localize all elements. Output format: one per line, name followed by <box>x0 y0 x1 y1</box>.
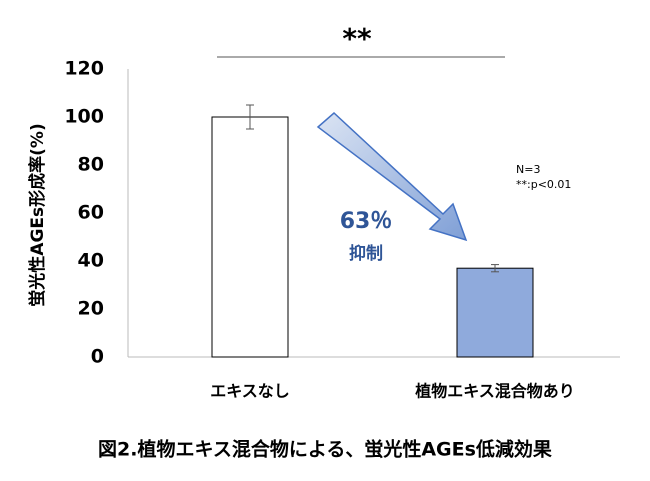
y-tick-label: 0 <box>91 346 104 368</box>
y-axis-label: 蛍光性AGEs形成率(%) <box>27 123 48 306</box>
y-tick-label: 100 <box>64 106 104 128</box>
x-tick-label: 植物エキス混合物あり <box>414 382 575 401</box>
y-tick-label: 80 <box>78 154 104 176</box>
reduction-arrow <box>316 111 468 242</box>
caption: 図2.植物エキス混合物による、蛍光性AGEs低減効果 <box>98 438 552 461</box>
error-bar <box>491 264 499 273</box>
y-tick-label: 60 <box>78 202 104 224</box>
x-tick-label: エキスなし <box>210 382 290 401</box>
bar <box>211 116 289 358</box>
note: **:p<0.01 <box>516 178 571 191</box>
significance-mark: ** <box>342 22 372 55</box>
y-tick-label: 40 <box>78 250 104 272</box>
bar <box>456 267 534 358</box>
y-tick-label: 120 <box>64 58 104 80</box>
reduction-label: 抑制 <box>349 243 383 264</box>
y-tick-label: 20 <box>78 298 104 320</box>
reduction-value: 63％ <box>340 209 393 234</box>
note: N=3 <box>516 163 540 176</box>
error-bar <box>246 104 254 130</box>
